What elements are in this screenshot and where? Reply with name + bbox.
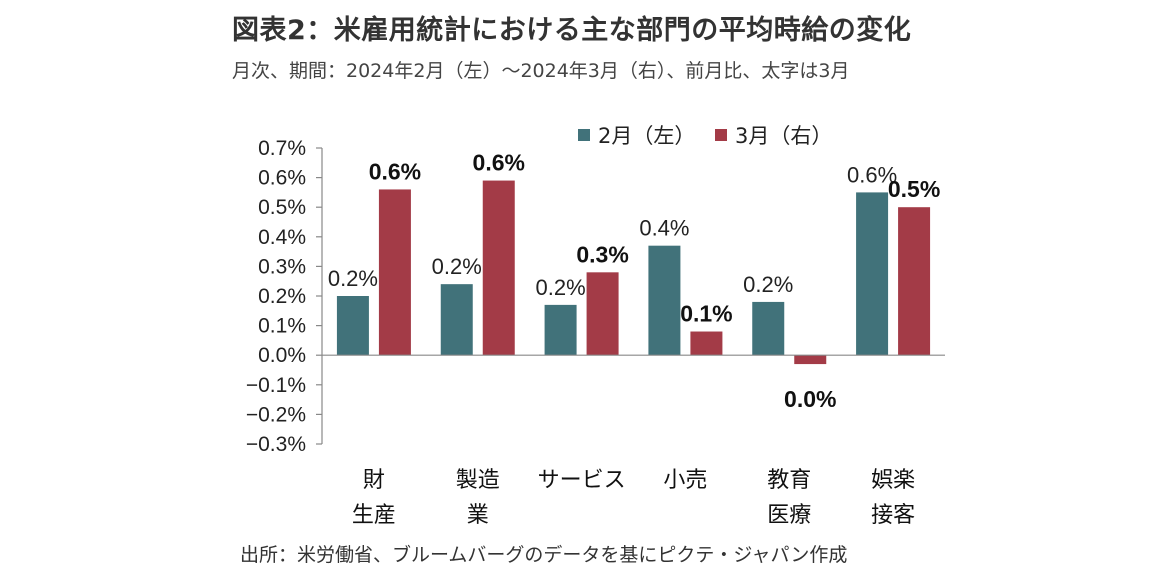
- bar-mar: [482, 180, 515, 356]
- y-tick-label: 0.0%: [258, 344, 306, 367]
- category-label: 接客: [871, 503, 915, 528]
- y-tick-label: 0.3%: [258, 255, 306, 278]
- category-label: 財: [363, 468, 385, 493]
- y-tick-label: 0.4%: [258, 226, 306, 249]
- legend-label-feb: 2月（左）: [598, 124, 695, 148]
- bar-feb: [648, 245, 681, 356]
- category-label: 生産: [352, 503, 396, 528]
- data-label: 0.2%: [432, 254, 482, 279]
- data-label: 0.2%: [536, 275, 586, 300]
- y-tick-label: 0.2%: [258, 285, 306, 308]
- chart-subtitle: 月次、期間：2024年2月（左）～2024年3月（右）、前月比、太字は3月: [232, 60, 850, 82]
- bar-feb: [336, 296, 369, 356]
- category-label: 教育: [767, 468, 811, 493]
- data-label: 0.6%: [369, 158, 421, 184]
- data-label: 0.3%: [576, 241, 628, 267]
- y-tick-label: 0.1%: [258, 315, 306, 338]
- bar-feb: [856, 192, 889, 356]
- y-tick-label: 0.6%: [258, 167, 306, 190]
- bar-mar: [898, 207, 931, 356]
- y-tick-label: −0.3%: [246, 433, 306, 456]
- category-label: 業: [467, 503, 489, 528]
- legend-swatch-mar: [715, 129, 727, 141]
- bar-feb: [440, 284, 473, 356]
- category-label: 小売: [663, 468, 707, 493]
- category-label: 医療: [767, 503, 811, 528]
- bar-mar: [586, 272, 619, 356]
- chart-title: 図表2：米雇用統計における主な部門の平均時給の変化: [232, 15, 912, 46]
- bar-mar: [378, 189, 411, 356]
- data-label: 0.1%: [680, 301, 732, 327]
- data-label: 0.0%: [784, 386, 836, 412]
- legend-swatch-feb: [578, 129, 590, 141]
- source-note: 出所：米労働省、ブルームバーグのデータを基にピクテ・ジャパン作成: [240, 544, 848, 566]
- data-label: 0.2%: [743, 272, 793, 297]
- data-label: 0.6%: [473, 150, 525, 176]
- bar-mar: [794, 355, 827, 365]
- category-label: 娯楽: [871, 468, 915, 493]
- data-label: 0.4%: [639, 216, 689, 241]
- data-label: 0.5%: [888, 176, 940, 202]
- y-tick-label: 0.5%: [258, 196, 306, 219]
- data-label: 0.6%: [847, 162, 897, 187]
- bar-feb: [752, 301, 785, 356]
- y-tick-label: −0.1%: [246, 374, 306, 397]
- y-tick-label: −0.2%: [246, 403, 306, 426]
- y-tick-label: 0.7%: [258, 137, 306, 160]
- category-label: サービス: [538, 468, 626, 493]
- bar-feb: [544, 304, 577, 356]
- data-label: 0.2%: [328, 266, 378, 291]
- bar-mar: [690, 331, 723, 356]
- legend-label-mar: 3月（右）: [735, 124, 832, 148]
- category-label: 製造: [456, 468, 500, 493]
